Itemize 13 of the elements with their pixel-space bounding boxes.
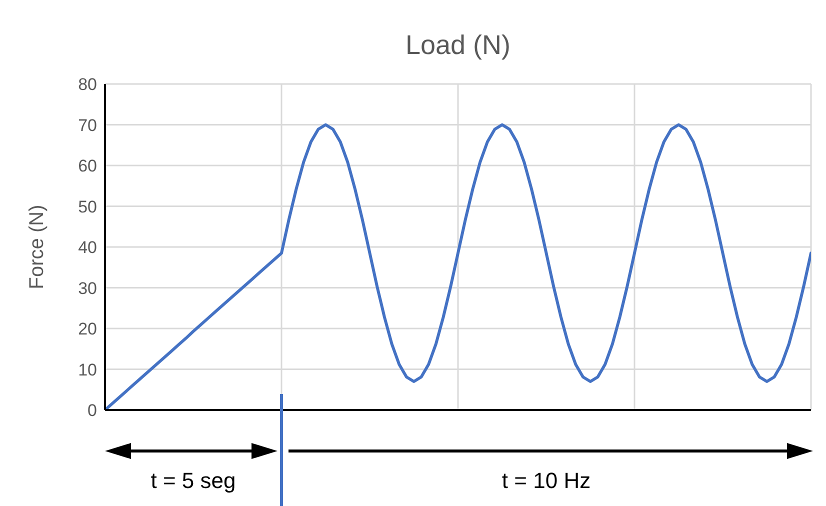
y-tick-label: 0 [88, 401, 97, 420]
y-axis-title: Force (N) [26, 204, 48, 290]
chart-title: Load (N) [404, 30, 512, 61]
y-tick-label: 40 [78, 238, 97, 258]
text: t = 5 seg [150, 468, 236, 493]
y-tick-label: 60 [78, 156, 97, 176]
y-tick-label: 50 [78, 197, 97, 216]
text: t = 10 Hz [502, 468, 591, 493]
y-tick-label: 20 [78, 320, 97, 339]
y-tick-label: 10 [78, 360, 97, 380]
y-tick-label: 30 [78, 278, 97, 298]
y-tick-label: 70 [78, 116, 97, 135]
y-tick-label: 80 [78, 75, 97, 94]
